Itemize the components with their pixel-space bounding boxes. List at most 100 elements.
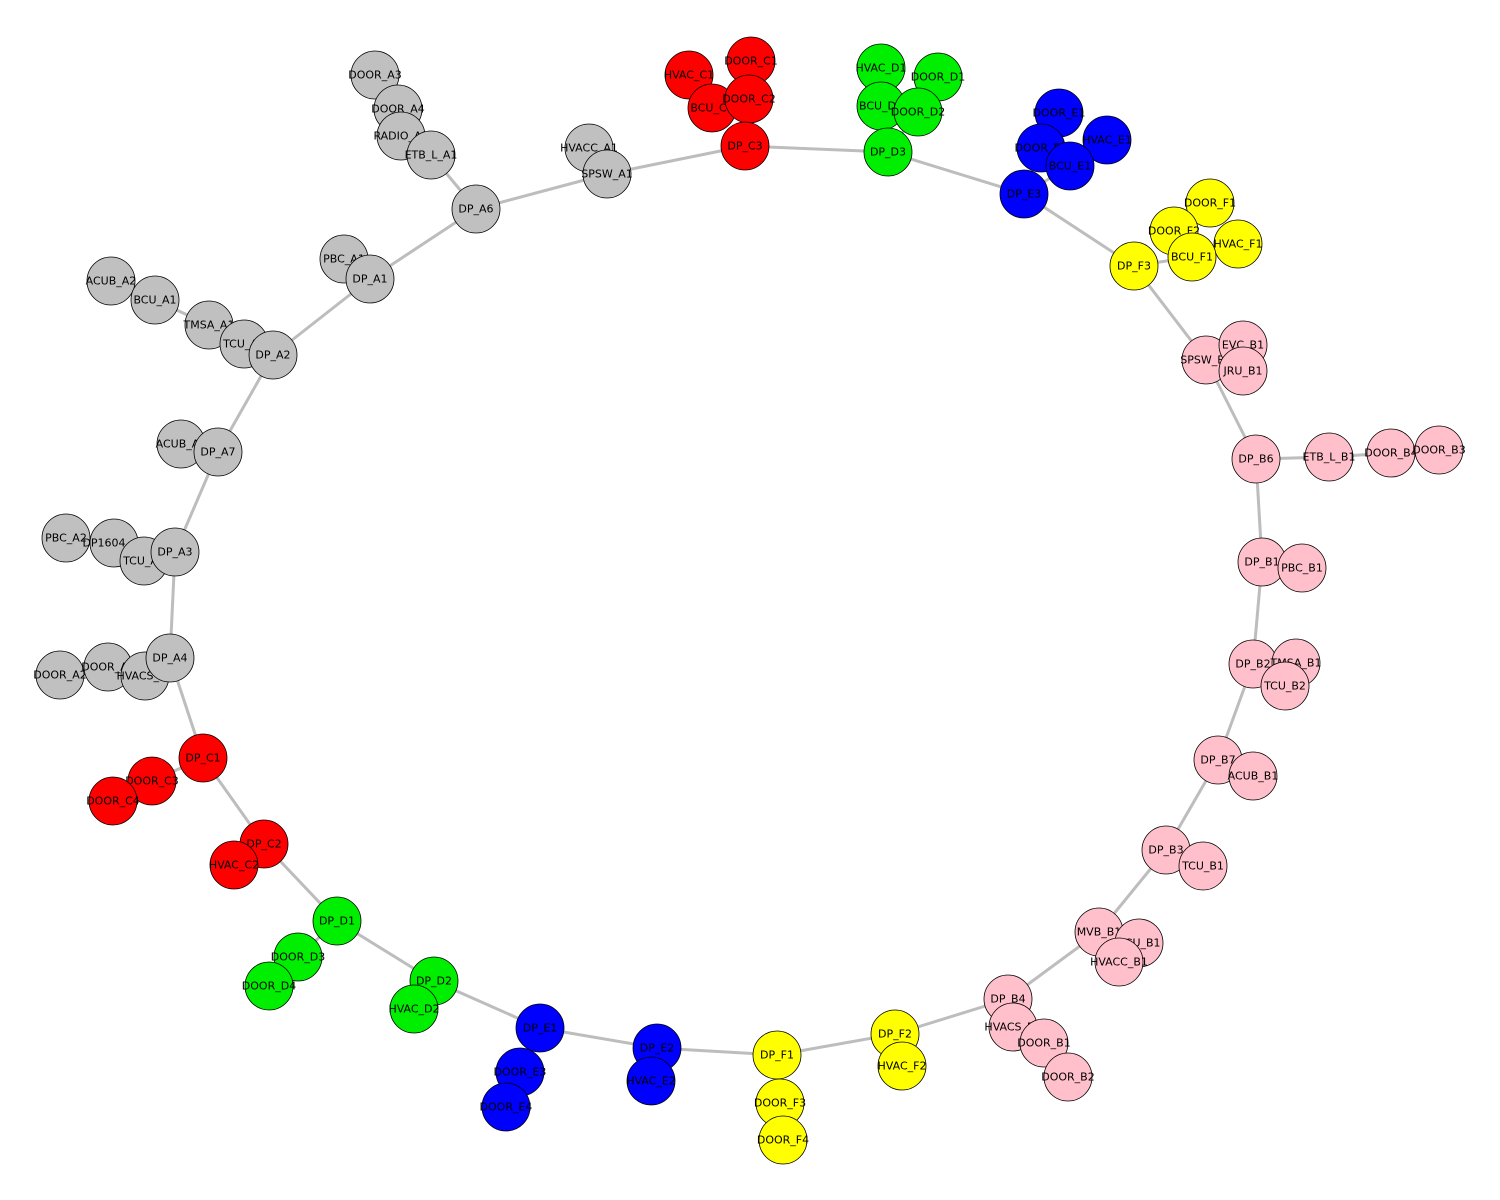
node-tcu-b1[interactable]: TCU_B1 <box>1178 841 1228 891</box>
node-circle[interactable] <box>178 733 228 783</box>
node-circle[interactable] <box>248 330 298 380</box>
node-circle[interactable] <box>999 169 1049 219</box>
node-circle[interactable] <box>1260 661 1310 711</box>
node-circle[interactable] <box>758 1115 808 1165</box>
node-circle[interactable] <box>130 275 180 325</box>
node-dp-b1[interactable]: DP_B1 <box>1237 537 1287 587</box>
node-circle[interactable] <box>1109 241 1159 291</box>
node-acub-a2[interactable]: ACUB_A2 <box>86 256 137 306</box>
node-spsw-a1[interactable]: SPSW_A1 <box>581 149 633 199</box>
node-circle[interactable] <box>720 121 770 171</box>
node-hvac-f1[interactable]: HVAC_F1 <box>1213 219 1263 269</box>
node-circle[interactable] <box>863 127 913 177</box>
node-hvac-e2[interactable]: HVAC_E2 <box>626 1056 676 1106</box>
node-etb-l-a1[interactable]: ETB_L_A1 <box>405 130 458 180</box>
node-circle[interactable] <box>1213 219 1263 269</box>
node-dp-e3[interactable]: DP_E3 <box>999 169 1049 219</box>
node-door-b1[interactable]: DOOR_B1 <box>1017 1018 1071 1068</box>
node-bcu-e1[interactable]: BCU_E1 <box>1045 141 1095 191</box>
node-circle[interactable] <box>1045 141 1095 191</box>
node-circle[interactable] <box>451 184 501 234</box>
node-hvacc-b1[interactable]: HVACC_B1 <box>1090 937 1148 987</box>
node-door-a2[interactable]: DOOR_A2 <box>33 650 87 700</box>
node-circle[interactable] <box>244 961 294 1011</box>
node-acub-b1[interactable]: ACUB_B1 <box>1228 751 1279 801</box>
node-hvac-e1[interactable]: HVAC_E1 <box>1082 115 1132 165</box>
node-circle[interactable] <box>1019 1018 1069 1068</box>
node-door-d2[interactable]: DOOR_D2 <box>891 87 945 137</box>
node-door-c3[interactable]: DOOR_C3 <box>125 756 179 806</box>
node-circle[interactable] <box>1414 425 1464 475</box>
node-circle[interactable] <box>86 256 136 306</box>
node-door-f3[interactable]: DOOR_F3 <box>754 1078 806 1128</box>
node-etb-l-b1[interactable]: ETB_L_B1 <box>1303 432 1356 482</box>
node-circle[interactable] <box>312 896 362 946</box>
node-circle[interactable] <box>209 840 259 890</box>
node-circle[interactable] <box>88 776 138 826</box>
node-circle[interactable] <box>1218 346 1268 396</box>
node-circle[interactable] <box>193 427 243 477</box>
node-circle[interactable] <box>481 1082 531 1132</box>
node-dp-c1[interactable]: DP_C1 <box>178 733 228 783</box>
node-dp-b3[interactable]: DP_B3 <box>1141 825 1191 875</box>
node-circle[interactable] <box>1231 434 1281 484</box>
node-dp-f1[interactable]: DP_F1 <box>752 1030 802 1080</box>
node-jru-b1[interactable]: JRU_B1 <box>1218 346 1268 396</box>
node-circle[interactable] <box>389 984 439 1034</box>
node-pbc-a2[interactable]: PBC_A2 <box>41 513 91 563</box>
node-circle[interactable] <box>350 50 400 100</box>
node-circle[interactable] <box>406 130 456 180</box>
node-dp-c3[interactable]: DP_C3 <box>720 121 770 171</box>
node-dp-e1[interactable]: DP_E1 <box>515 1003 565 1053</box>
node-circle[interactable] <box>1043 1052 1093 1102</box>
node-dp-b6[interactable]: DP_B6 <box>1231 434 1281 484</box>
node-hvac-f2[interactable]: HVAC_F2 <box>877 1041 927 1091</box>
node-circle[interactable] <box>41 513 91 563</box>
node-acub-a1[interactable]: ACUB_A1 <box>156 419 207 469</box>
node-dp-a3[interactable]: DP_A3 <box>150 527 200 577</box>
node-dp-a1[interactable]: DP_A1 <box>345 254 395 304</box>
node-door-d4[interactable]: DOOR_D4 <box>242 961 296 1011</box>
node-spsw-b1[interactable]: SPSW_B1 <box>1180 335 1232 385</box>
node-circle[interactable] <box>893 87 943 137</box>
node-dp-a7[interactable]: DP_A7 <box>193 427 243 477</box>
node-door-e4[interactable]: DOOR_E4 <box>480 1082 533 1132</box>
node-tcu-b2[interactable]: TCU_B2 <box>1260 661 1310 711</box>
node-circle[interactable] <box>1094 937 1144 987</box>
node-door-f4[interactable]: DOOR_F4 <box>757 1115 809 1165</box>
node-door-b3[interactable]: DOOR_B3 <box>1412 425 1466 475</box>
node-bcu-f1[interactable]: BCU_F1 <box>1167 232 1217 282</box>
node-bcu-c1[interactable]: BCU_C1 <box>687 83 737 133</box>
node-circle[interactable] <box>515 1003 565 1053</box>
node-dp-a6[interactable]: DP_A6 <box>451 184 501 234</box>
node-circle[interactable] <box>1185 178 1235 228</box>
node-hvac-d2[interactable]: HVAC_D2 <box>388 984 440 1034</box>
node-circle[interactable] <box>150 527 200 577</box>
node-door-a3[interactable]: DOOR_A3 <box>348 50 402 100</box>
node-dp-a4[interactable]: DP_A4 <box>145 633 195 683</box>
node-hvac-c2[interactable]: HVAC_C2 <box>209 840 259 890</box>
node-pbc-b1[interactable]: PBC_B1 <box>1277 543 1327 593</box>
node-dp-d3[interactable]: DP_D3 <box>863 127 913 177</box>
node-door-f1[interactable]: DOOR_F1 <box>1184 178 1236 228</box>
node-circle[interactable] <box>1178 841 1228 891</box>
node-hvac-d1[interactable]: HVAC_D1 <box>855 43 907 93</box>
node-circle[interactable] <box>1082 115 1132 165</box>
node-circle[interactable] <box>1167 232 1217 282</box>
node-door-c1[interactable]: DOOR_C1 <box>724 36 778 86</box>
node-circle[interactable] <box>1228 751 1278 801</box>
node-dp-a2[interactable]: DP_A2 <box>248 330 298 380</box>
node-circle[interactable] <box>582 149 632 199</box>
node-door-c4[interactable]: DOOR_C4 <box>86 776 140 826</box>
node-circle[interactable] <box>1304 432 1354 482</box>
node-circle[interactable] <box>1277 543 1327 593</box>
node-circle[interactable] <box>626 1056 676 1106</box>
node-bcu-d1[interactable]: BCU_D1 <box>856 81 906 131</box>
node-door-b2[interactable]: DOOR_B2 <box>1041 1052 1095 1102</box>
node-door-c2[interactable]: DOOR_C2 <box>722 74 776 124</box>
node-circle[interactable] <box>145 633 195 683</box>
node-circle[interactable] <box>877 1041 927 1091</box>
node-bcu-a1[interactable]: BCU_A1 <box>130 275 180 325</box>
node-dp-d1[interactable]: DP_D1 <box>312 896 362 946</box>
node-circle[interactable] <box>345 254 395 304</box>
